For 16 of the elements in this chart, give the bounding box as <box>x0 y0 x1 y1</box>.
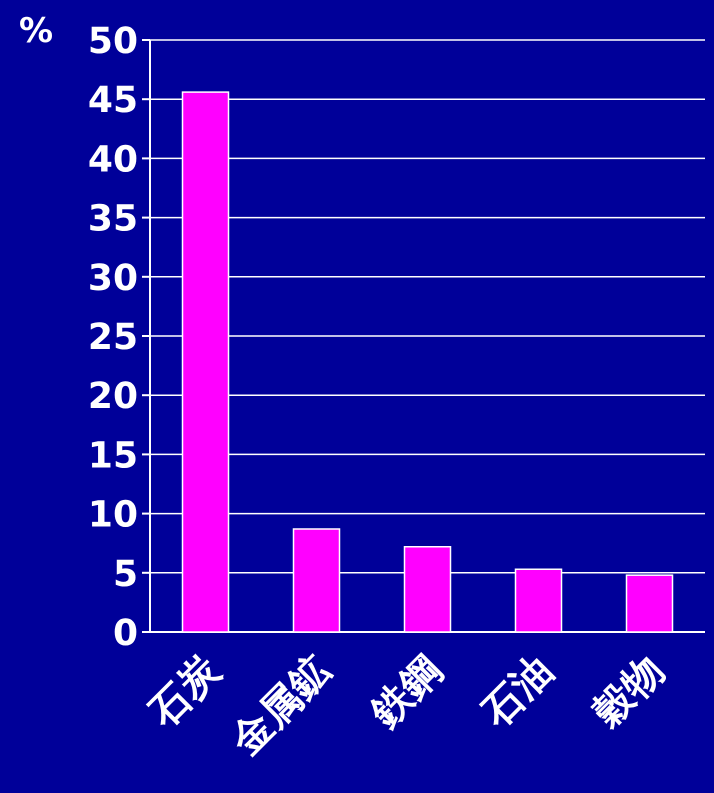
y-tick-label: 35 <box>88 198 138 240</box>
y-tick-label: 50 <box>88 21 138 62</box>
y-tick-label: 0 <box>112 613 138 654</box>
y-tick-label: 20 <box>88 376 138 418</box>
x-tick-label: 鉄鋼 <box>361 646 451 737</box>
x-tick-label: 石炭 <box>139 646 229 737</box>
y-tick-label: 45 <box>88 80 138 122</box>
y-tick-label: 5 <box>112 554 138 595</box>
x-tick-label: 穀物 <box>583 646 673 737</box>
x-tick-label: 石油 <box>472 646 562 737</box>
y-tick-label: 40 <box>88 139 138 180</box>
y-tick-label: 30 <box>88 258 138 299</box>
y-axis-title: % <box>18 11 54 51</box>
y-tick-label: 10 <box>88 494 138 536</box>
y-tick-label: 15 <box>88 435 138 476</box>
y-tick-label: 25 <box>88 317 138 358</box>
